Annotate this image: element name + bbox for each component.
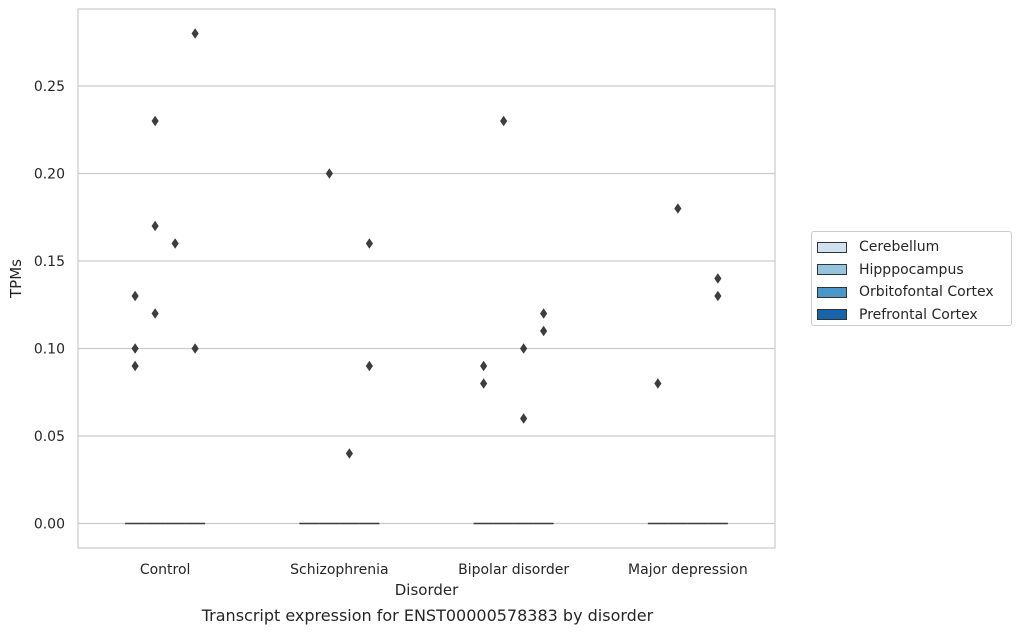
chart-marks: [125, 28, 728, 525]
y-tick-label: 0.00: [34, 517, 65, 533]
chart-title: Transcript expression for ENST0000057838…: [201, 606, 654, 625]
x-tick-label: Schizophrenia: [290, 562, 388, 578]
legend-item-orbitofrontal-cortex: Orbitofontal Cortex: [817, 281, 1011, 304]
plot-frame: [77, 8, 776, 549]
legend-swatch-hippocampus: [817, 264, 847, 276]
legend-swatch-cerebellum: [817, 241, 847, 253]
outlier-point: [480, 378, 488, 389]
legend: Cerebellum Hipppocampus Orbitofontal Cor…: [811, 231, 1012, 326]
x-tick-label: Control: [140, 562, 191, 578]
outlier-point: [714, 273, 722, 284]
legend-label-cerebellum: Cerebellum: [859, 239, 940, 256]
x-tick-label: Bipolar disorder: [458, 562, 569, 578]
outlier-point: [520, 343, 528, 354]
legend-item-prefrontal-cortex: Prefrontal Cortex: [817, 304, 1011, 327]
y-tick-label: 0.15: [34, 254, 65, 270]
y-tick-label: 0.05: [34, 429, 65, 445]
legend-item-hippocampus: Hipppocampus: [817, 259, 1011, 282]
outlier-point: [171, 238, 179, 249]
x-tick-label: Major depression: [628, 562, 748, 578]
outlier-point: [345, 448, 353, 459]
legend-swatch-prefrontal-cortex: [817, 309, 847, 321]
outlier-point: [480, 360, 488, 372]
outlier-point: [131, 360, 139, 372]
outlier-point: [520, 413, 528, 424]
legend-item-cerebellum: Cerebellum: [817, 236, 1011, 259]
tick-labels: 0.00 0.05 0.10 0.15 0.20 0.25 Control Schizophr…: [34, 79, 748, 578]
outlier-point: [714, 290, 722, 302]
grid-lines: [78, 85, 775, 525]
outlier-point: [365, 238, 373, 249]
outlier-point: [151, 220, 159, 232]
legend-label-prefrontal-cortex: Prefrontal Cortex: [859, 306, 978, 323]
legend-label-orbitofrontal-cortex: Orbitofontal Cortex: [859, 284, 994, 301]
outlier-point: [365, 360, 373, 372]
outlier-point: [500, 115, 508, 127]
outlier-point: [191, 343, 199, 354]
outlier-point: [654, 378, 662, 389]
y-tick-label: 0.25: [34, 79, 65, 95]
x-axis-label: Disorder: [395, 581, 459, 599]
y-tick-label: 0.10: [34, 342, 65, 358]
outlier-point: [191, 28, 199, 39]
outlier-point: [151, 115, 159, 127]
outlier-point: [674, 203, 682, 214]
legend-swatch-orbitofrontal-cortex: [817, 286, 847, 298]
outlier-point: [131, 343, 139, 354]
outlier-point: [131, 290, 139, 302]
y-tick-label: 0.20: [34, 167, 65, 183]
outlier-point: [325, 168, 333, 179]
outlier-point: [540, 308, 548, 319]
outlier-point: [540, 325, 548, 337]
outlier-point: [151, 308, 159, 319]
y-axis-label: TPMs: [7, 259, 25, 299]
legend-label-hippocampus: Hipppocampus: [859, 261, 964, 278]
